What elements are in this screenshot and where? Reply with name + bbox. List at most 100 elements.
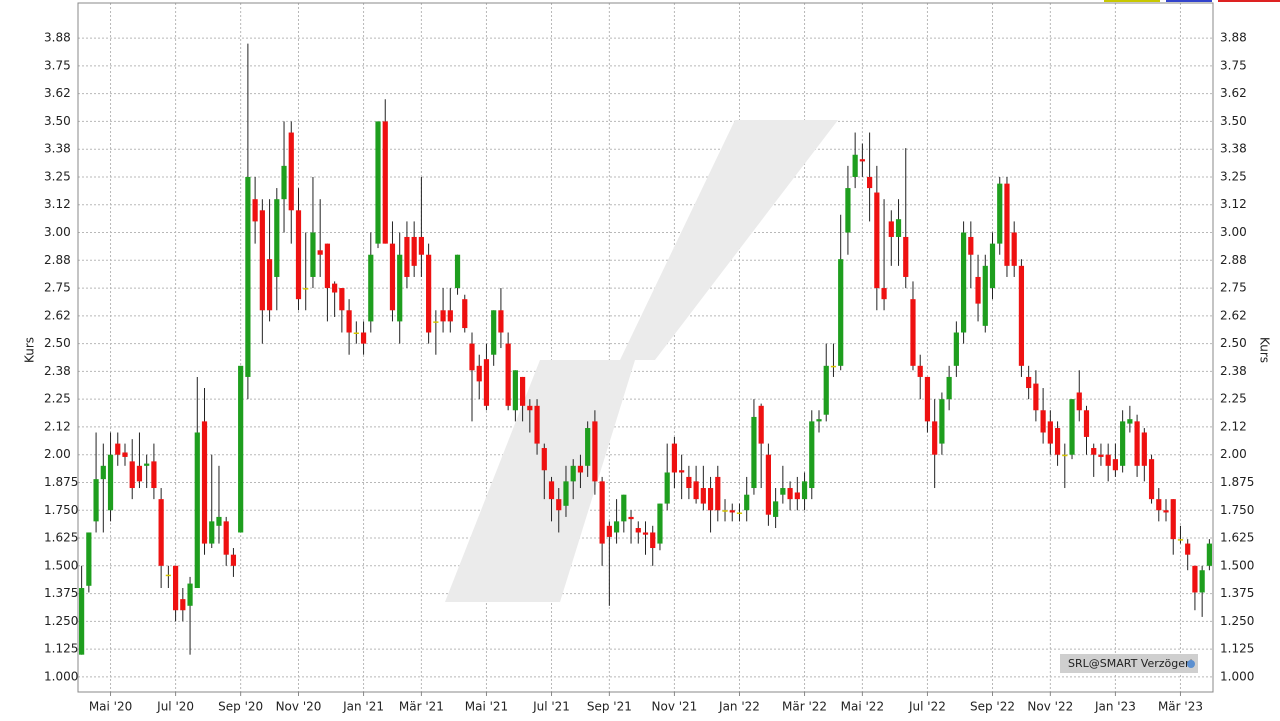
candle-body	[1148, 459, 1155, 500]
badge	[1060, 654, 1198, 673]
y-tick-label: 2.88	[44, 253, 71, 267]
y2-tick-label: 2.25	[1220, 392, 1247, 406]
candle-body	[874, 192, 880, 289]
candle-body	[809, 421, 815, 489]
candle-body	[1062, 454, 1068, 457]
candle-body	[1156, 499, 1162, 511]
x-tick-label: Mär '21	[399, 700, 444, 714]
candle-body	[1112, 459, 1119, 471]
candle-body	[707, 488, 714, 511]
y-tick-label: 3.00	[44, 225, 71, 239]
candle-body	[339, 288, 345, 311]
candle-body	[722, 510, 728, 512]
candle-body	[982, 265, 988, 326]
y-tick-label: 1.125	[44, 642, 78, 656]
y2-tick-label: 3.50	[1220, 114, 1247, 128]
candle-body	[548, 481, 555, 500]
toolbar-button[interactable]	[1104, 0, 1160, 2]
candle-body	[165, 574, 171, 577]
candle-body	[1098, 454, 1104, 457]
y2-tick-label: 1.500	[1220, 558, 1254, 572]
candle-body	[447, 310, 453, 322]
y-tick-label: 2.50	[44, 336, 71, 350]
candle-body	[520, 376, 526, 406]
candle-body	[686, 476, 692, 489]
candle-body	[411, 236, 417, 266]
candle-body	[621, 494, 627, 522]
candle-body	[960, 232, 967, 333]
candle-body	[859, 159, 865, 162]
y2-tick-label: 3.75	[1220, 58, 1247, 72]
y-tick-label: 2.00	[44, 447, 71, 461]
candle-body	[310, 232, 316, 277]
y-tick-label: 2.38	[44, 364, 71, 378]
candle-body	[303, 288, 309, 290]
candle-body	[910, 299, 916, 366]
y-tick-label: 1.375	[44, 586, 78, 600]
x-tick-label: Mär '22	[782, 700, 827, 714]
y-tick-label: 2.62	[44, 308, 71, 322]
candle-body	[288, 132, 294, 211]
candle-body	[780, 488, 786, 495]
y2-tick-label: 3.12	[1220, 197, 1247, 211]
candle-body	[1011, 232, 1017, 266]
candle-body	[975, 276, 981, 304]
y-tick-label: 3.88	[44, 31, 71, 45]
y2-tick-label: 1.375	[1220, 586, 1254, 600]
candle-body	[389, 243, 396, 311]
candle-body	[939, 399, 945, 444]
y2-tick-label: 1.250	[1220, 614, 1254, 628]
candle-body	[932, 421, 938, 455]
candle-body	[1069, 399, 1075, 455]
toolbar-button[interactable]	[1218, 0, 1280, 2]
candle-body	[895, 219, 902, 237]
candle-body	[346, 310, 352, 333]
candle-body	[924, 376, 931, 422]
candle-body	[462, 299, 468, 329]
candle-body	[830, 365, 837, 368]
candle-body	[1033, 383, 1039, 411]
candle-body	[86, 532, 92, 586]
candle-body	[418, 236, 424, 255]
candle-body	[100, 465, 106, 480]
x-tick-label: Nov '22	[1027, 700, 1073, 714]
y-tick-label: 1.625	[44, 531, 78, 545]
candle-body	[1199, 570, 1205, 593]
badge-text: SRL@SMART Verzögert	[1068, 657, 1195, 670]
candle-body	[700, 488, 706, 504]
y2-tick-label: 3.38	[1220, 142, 1247, 156]
candle-body	[997, 183, 1003, 244]
badge-icon[interactable]	[1187, 660, 1195, 668]
candle-body	[736, 512, 743, 514]
candle-body	[1040, 410, 1046, 433]
candle-body	[729, 510, 735, 513]
candle-body	[1134, 421, 1140, 466]
x-tick-label: Sep '20	[218, 700, 263, 714]
candle-body	[1105, 454, 1111, 466]
candle-body	[787, 488, 793, 500]
y-tick-label: 1.000	[44, 669, 78, 683]
x-tick-label: Mär '23	[1158, 700, 1203, 714]
candle-body	[498, 310, 504, 333]
candle-body	[635, 528, 641, 533]
x-tick-label: Mai '21	[465, 700, 508, 714]
toolbar-button[interactable]	[1166, 0, 1212, 2]
x-tick-label: Nov '21	[652, 700, 698, 714]
y2-tick-label: 2.00	[1220, 447, 1247, 461]
y-tick-label: 2.12	[44, 419, 71, 433]
candle-body	[903, 236, 909, 277]
candle-body	[230, 554, 237, 566]
y-tick-label: 1.250	[44, 614, 78, 628]
y2-tick-label: 2.38	[1220, 364, 1247, 378]
candle-body	[968, 236, 974, 255]
candle-body	[1047, 421, 1053, 444]
candle-body	[556, 499, 562, 511]
candle-body	[852, 154, 858, 177]
candle-body	[295, 210, 302, 300]
candle-body	[79, 588, 85, 655]
candle-body	[223, 521, 229, 555]
candle-body	[867, 176, 873, 189]
candle-body	[664, 472, 670, 504]
candle-body	[1054, 428, 1061, 455]
